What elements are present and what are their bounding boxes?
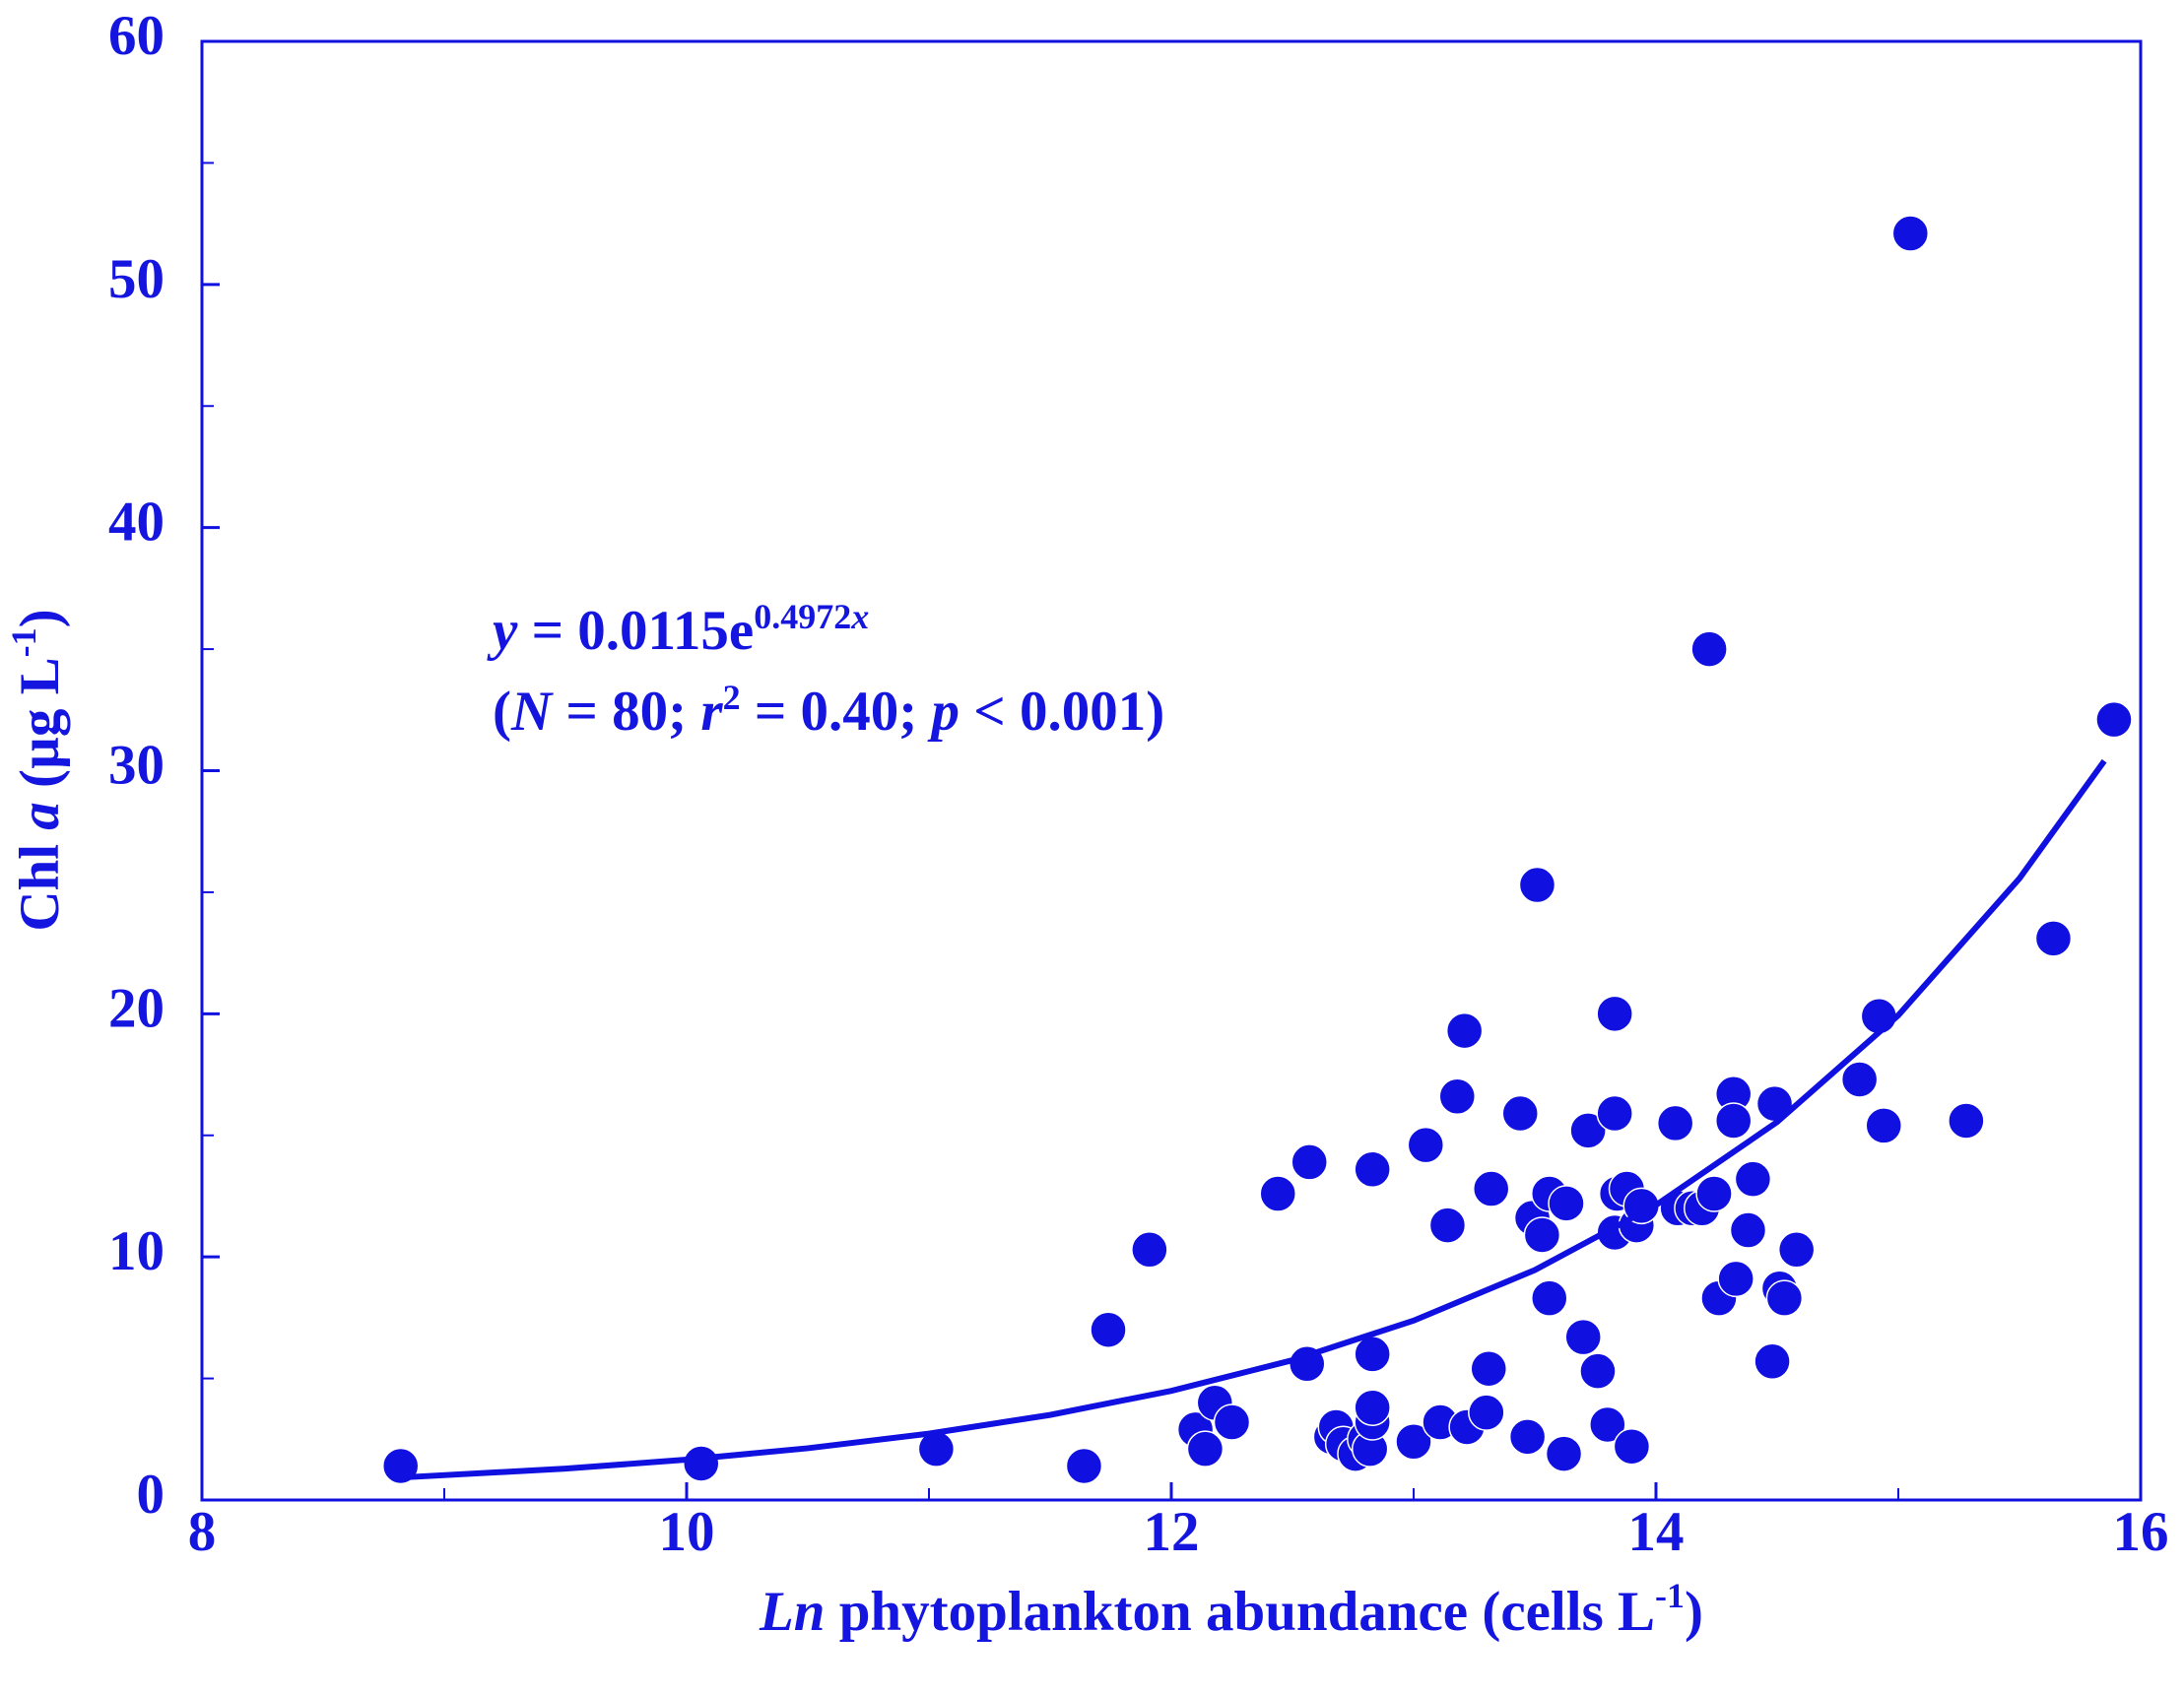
point [1531,1279,1568,1317]
x-axis-label: Ln phytoplankton abundance (cells L-1) [759,1576,1703,1643]
point [1765,1279,1804,1317]
point [1468,1394,1505,1431]
point [1438,1077,1477,1116]
point [1734,1160,1772,1198]
y-tick-label: 0 [137,1464,165,1526]
y-tick-label: 10 [108,1220,165,1282]
point [1186,1430,1224,1468]
point [1596,995,1633,1033]
y-tick-label: 30 [108,735,165,797]
point [1259,1175,1296,1212]
point [1569,1112,1607,1149]
point [1523,1216,1561,1254]
y-tick-label: 60 [108,5,165,67]
point [1508,1418,1547,1456]
point [1695,1175,1733,1212]
y-tick-label: 20 [108,977,165,1039]
x-tick-label: 16 [2113,1501,2169,1563]
point [1395,1423,1432,1461]
point [1596,1094,1633,1133]
point [1065,1447,1103,1485]
point [1354,1389,1391,1426]
x-tick-label: 14 [1628,1501,1685,1563]
point [1518,866,1556,904]
fit-curve [395,758,2107,1481]
point [1613,1427,1651,1466]
x-tick-label: 12 [1144,1501,1200,1563]
point [2095,700,2133,739]
point [1840,1061,1879,1098]
point [1548,1185,1585,1222]
point [1579,1352,1617,1390]
y-tick-label: 40 [108,491,165,554]
point [1714,1102,1753,1140]
point [1445,1011,1484,1050]
point [1948,1102,1985,1140]
point [1891,215,1930,252]
point [1470,1349,1508,1388]
point [1501,1094,1539,1133]
point [1131,1231,1168,1269]
statistics: (N = 80; r2 = 0.40; p < 0.001) [493,678,1164,743]
point [1213,1403,1251,1441]
point [1407,1126,1445,1164]
point [1589,1405,1626,1444]
point [1354,1150,1391,1189]
point [1729,1211,1767,1249]
point [1428,1207,1467,1244]
x-tick-label: 10 [659,1501,715,1563]
point [1472,1170,1510,1207]
point [1754,1342,1791,1381]
point [1090,1311,1127,1348]
point [1354,1336,1391,1373]
point [1717,1260,1754,1298]
point [1690,630,1728,668]
y-tick-label: 50 [108,248,165,310]
point [683,1445,720,1482]
equation: y = 0.0115e0.4972x [487,597,869,662]
plot-frame [200,39,2143,1502]
point [2034,920,2073,957]
point [1564,1318,1602,1356]
point [1865,1107,1902,1144]
point [1545,1435,1583,1472]
y-axis-label: Chl a (µg L-1) [4,609,71,931]
point [1777,1231,1816,1269]
x-tick-label: 8 [188,1501,217,1563]
point [1656,1104,1694,1142]
point [1291,1143,1328,1181]
